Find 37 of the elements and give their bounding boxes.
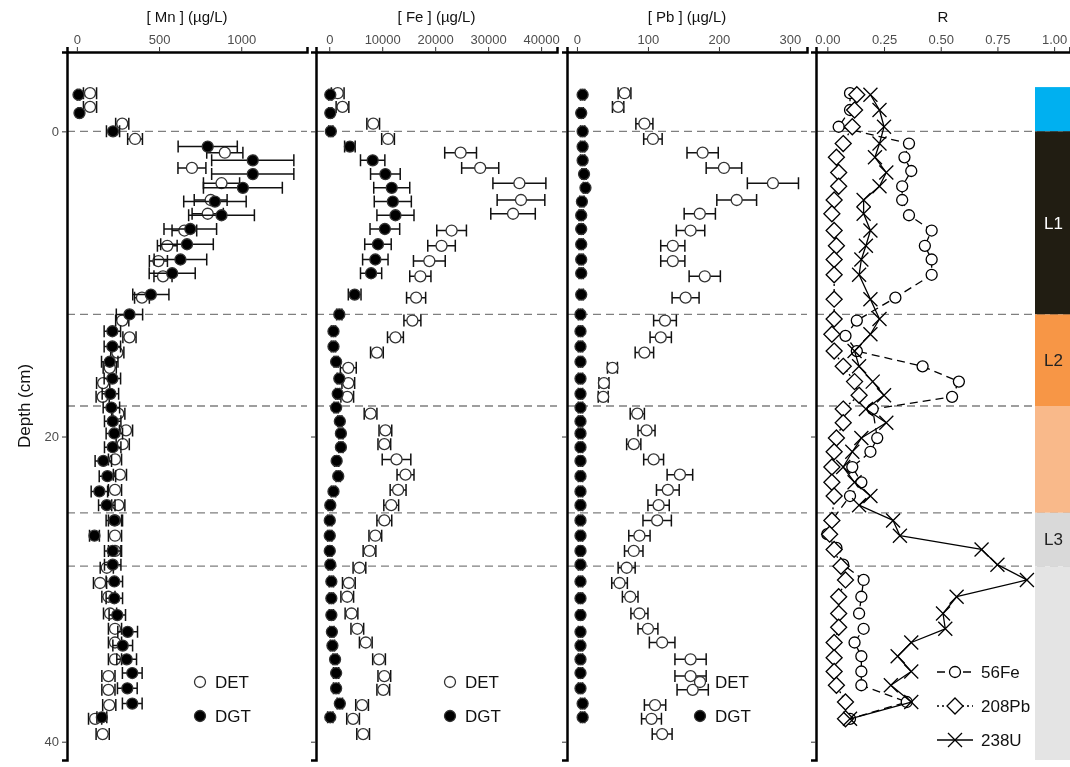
x-tick-label: 20000 bbox=[417, 32, 454, 47]
x-tick-label: 0.50 bbox=[928, 32, 954, 47]
y-axis-title: Depth (cm) bbox=[15, 363, 34, 449]
y-tick-label: 40 bbox=[44, 734, 59, 750]
x-axis-title: [ Fe ] (µg/L) bbox=[397, 8, 476, 25]
legend-label: DGT bbox=[215, 706, 251, 726]
x-tick-label: 0.75 bbox=[985, 32, 1011, 47]
x-tick-label: 1000 bbox=[227, 32, 257, 47]
legend-label: DGT bbox=[465, 706, 501, 726]
legend-label: DET bbox=[215, 672, 249, 692]
band-label: L2 bbox=[1044, 351, 1063, 371]
legend-label: 208Pb bbox=[981, 696, 1031, 716]
band-label: L3 bbox=[1044, 530, 1063, 550]
x-tick-label: 0 bbox=[573, 32, 582, 47]
legend-label: DET bbox=[465, 672, 499, 692]
x-tick-label: 0 bbox=[73, 32, 81, 47]
x-tick-label: 300 bbox=[779, 32, 802, 47]
y-tick-label: 20 bbox=[44, 429, 59, 445]
x-tick-label: 500 bbox=[148, 32, 171, 47]
x-axis-title: [ Mn ] (µg/L) bbox=[146, 8, 228, 25]
legend-label: 56Fe bbox=[981, 662, 1020, 682]
x-axis-title: [ Pb ] (µg/L) bbox=[647, 8, 727, 25]
x-axis-title: R bbox=[937, 8, 949, 25]
band-label: L1 bbox=[1044, 213, 1063, 233]
x-tick-label: 100 bbox=[637, 32, 660, 47]
x-tick-label: 1.00 bbox=[1041, 32, 1068, 47]
x-tick-label: 0.00 bbox=[815, 32, 841, 47]
legend-label: 238U bbox=[981, 730, 1022, 750]
legend-label: DGT bbox=[715, 706, 751, 726]
x-tick-label: 40000 bbox=[523, 32, 560, 47]
legend-label: DET bbox=[715, 672, 749, 692]
x-tick-label: 30000 bbox=[470, 32, 507, 47]
x-tick-label: 200 bbox=[708, 32, 731, 47]
x-tick-label: 0 bbox=[326, 32, 334, 47]
y-tick-label: 0 bbox=[51, 124, 59, 139]
x-tick-label: 0.25 bbox=[871, 32, 898, 47]
x-tick-label: 10000 bbox=[364, 32, 401, 47]
